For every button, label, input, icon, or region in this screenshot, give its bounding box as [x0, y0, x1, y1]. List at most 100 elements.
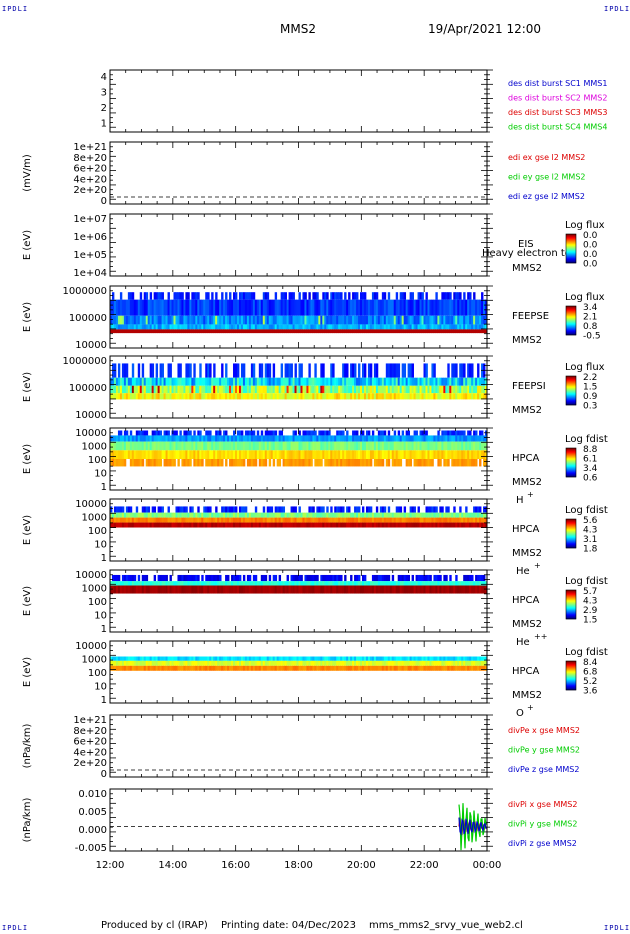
- spectrogram-cell: [231, 324, 234, 330]
- spectrogram-cell: [429, 324, 432, 330]
- spectrogram-cell: [397, 329, 401, 334]
- spectrogram-cell: [413, 581, 416, 586]
- spectrogram-cell: [485, 315, 488, 325]
- spectrogram-cell: [459, 329, 462, 334]
- spectrogram-cell: [467, 385, 470, 394]
- spectrogram-cell: [231, 393, 234, 400]
- spectrogram-cell: [211, 574, 214, 582]
- spectrogram-cell: [199, 363, 202, 378]
- spectrogram-cell: [483, 329, 486, 334]
- spectrogram-cell: [207, 393, 210, 400]
- spectrogram-cell: [328, 574, 331, 582]
- spectrogram-cell: [326, 450, 329, 459]
- spectrogram-cell: [425, 522, 428, 528]
- spectrogram-cell: [205, 299, 208, 316]
- spectrogram-cell: [360, 517, 363, 523]
- spectrogram-cell: [399, 377, 403, 386]
- spectrogram-cell: [304, 574, 307, 582]
- spectrogram-cell: [463, 459, 466, 467]
- spectrogram-cell: [280, 315, 284, 325]
- spectrogram-cell: [294, 299, 297, 316]
- spectrogram-cell: [471, 660, 474, 666]
- spectrogram-cell: [403, 517, 407, 523]
- spectrogram-cell: [199, 393, 202, 400]
- spectrogram-cell: [240, 656, 244, 661]
- spectrogram-cell: [411, 506, 414, 513]
- colorbar-cell: [566, 606, 576, 608]
- spectrogram-cell: [461, 315, 464, 325]
- spectrogram-cell: [135, 315, 139, 325]
- spectrogram-cell: [385, 393, 389, 400]
- spectrogram-cell: [312, 329, 315, 334]
- spectrogram-cell: [471, 435, 474, 442]
- spectrogram-cell: [171, 385, 174, 394]
- spectrogram-cell: [169, 522, 172, 528]
- spectrogram-cell: [252, 292, 256, 300]
- spectrogram-cell: [141, 315, 145, 325]
- spectrogram-cell: [481, 656, 484, 661]
- y-tick-label: 1: [101, 119, 107, 130]
- spectrogram-cell: [272, 581, 276, 586]
- spectrogram-cell: [417, 656, 420, 661]
- spectrogram-cell: [173, 385, 176, 394]
- spectrogram-cell: [397, 656, 401, 661]
- spectrogram-cell: [477, 522, 480, 528]
- spectrogram-cell: [371, 450, 375, 459]
- spectrogram-cell: [421, 377, 424, 386]
- colorbar-cell: [566, 378, 576, 380]
- spectrogram-cell: [338, 441, 341, 451]
- spectrogram-cell: [314, 585, 317, 594]
- spectrogram-cell: [248, 292, 252, 300]
- spectrogram-cell: [189, 393, 192, 400]
- spectrogram-cell: [133, 377, 137, 386]
- spectrogram-cell: [225, 581, 228, 586]
- spectrogram-cell: [119, 450, 123, 459]
- spectrogram-cell: [481, 385, 484, 394]
- spectrogram-cell: [185, 377, 188, 386]
- spectrogram-cell: [427, 581, 430, 586]
- colorbar-cell: [566, 598, 576, 600]
- spectrogram-cell: [147, 517, 151, 523]
- spectrogram-cell: [405, 441, 409, 451]
- spectrogram-cell: [119, 324, 123, 330]
- spectrogram-cell: [185, 517, 188, 523]
- spectrogram-cell: [151, 385, 155, 394]
- spectrogram-cell: [149, 329, 153, 334]
- spectrogram-cell: [280, 435, 284, 442]
- spectrogram-cell: [191, 299, 194, 316]
- spectrogram-cell: [117, 506, 121, 513]
- spectrogram-cell: [143, 441, 147, 451]
- spectrogram-cell: [203, 585, 206, 594]
- spectrogram-cell: [225, 660, 228, 666]
- spectrogram-cell: [373, 299, 377, 316]
- spectrogram-cell: [352, 441, 355, 451]
- spectrogram-cell: [110, 324, 113, 330]
- spectrogram-cell: [365, 430, 369, 436]
- spectrogram-cell: [369, 324, 373, 330]
- spectrogram-cell: [183, 517, 186, 523]
- spectrogram-cell: [268, 377, 272, 386]
- spectrogram-cell: [387, 585, 391, 594]
- spectrogram-cell: [361, 441, 365, 451]
- spectrogram-cell: [483, 441, 486, 451]
- spectrogram-cell: [453, 506, 456, 513]
- spectrogram-cell: [433, 329, 436, 334]
- spectrogram-cell: [244, 324, 248, 330]
- spectrogram-cell: [221, 581, 224, 586]
- spectrogram-cell: [264, 459, 268, 467]
- spectrogram-cell: [326, 656, 329, 661]
- spectrogram-cell: [110, 315, 113, 325]
- spectrogram-cell: [423, 512, 426, 518]
- spectrogram-cell: [276, 329, 280, 334]
- y-tick-label: 1e+21: [73, 142, 107, 153]
- spectrogram-cell: [292, 585, 295, 594]
- spectrogram-cell: [211, 329, 214, 334]
- species-label: H: [516, 495, 524, 506]
- colorbar-cell: [566, 251, 576, 253]
- spectrogram-cell: [292, 656, 295, 661]
- spectrogram-cell: [371, 324, 375, 330]
- spectrogram-cell: [369, 315, 373, 325]
- spectrogram-cell: [308, 435, 311, 442]
- colorbar-cell: [566, 537, 576, 539]
- spectrogram-cell: [435, 574, 438, 582]
